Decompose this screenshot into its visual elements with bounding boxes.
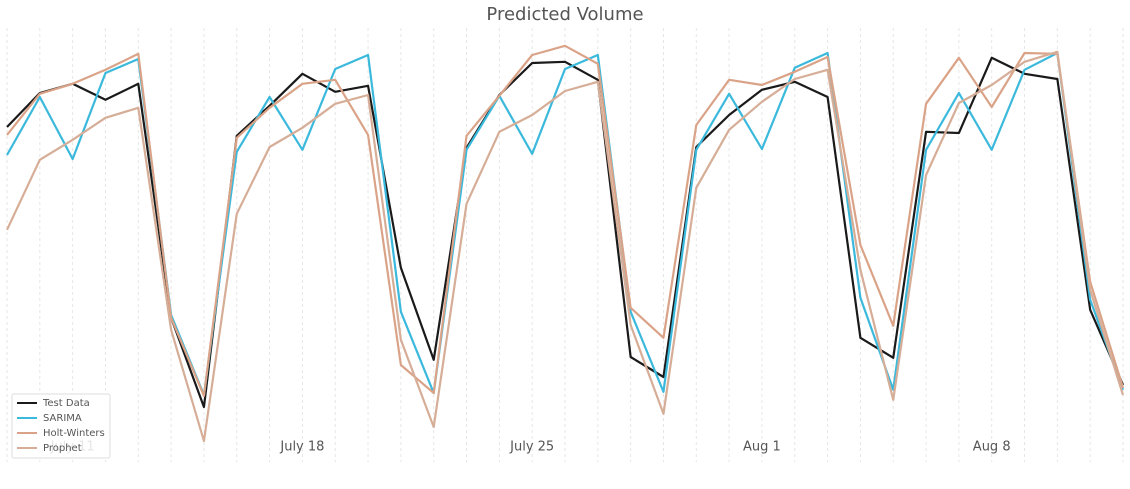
chart-title: Predicted Volume bbox=[486, 4, 643, 25]
x-tick-label: Aug 8 bbox=[973, 440, 1011, 455]
series-line bbox=[6, 50, 1125, 443]
x-tick-label: Aug 1 bbox=[743, 440, 781, 455]
legend-label: Test Data bbox=[42, 398, 90, 409]
x-tick-label: July 18 bbox=[279, 440, 324, 455]
legend-label: Holt-Winters bbox=[43, 428, 105, 439]
legend-label: Prophet bbox=[43, 443, 82, 454]
series-line bbox=[6, 44, 1125, 397]
legend-label: SARIMA bbox=[43, 413, 82, 424]
legend-box bbox=[11, 393, 111, 459]
x-tick-label: July 25 bbox=[509, 440, 554, 455]
